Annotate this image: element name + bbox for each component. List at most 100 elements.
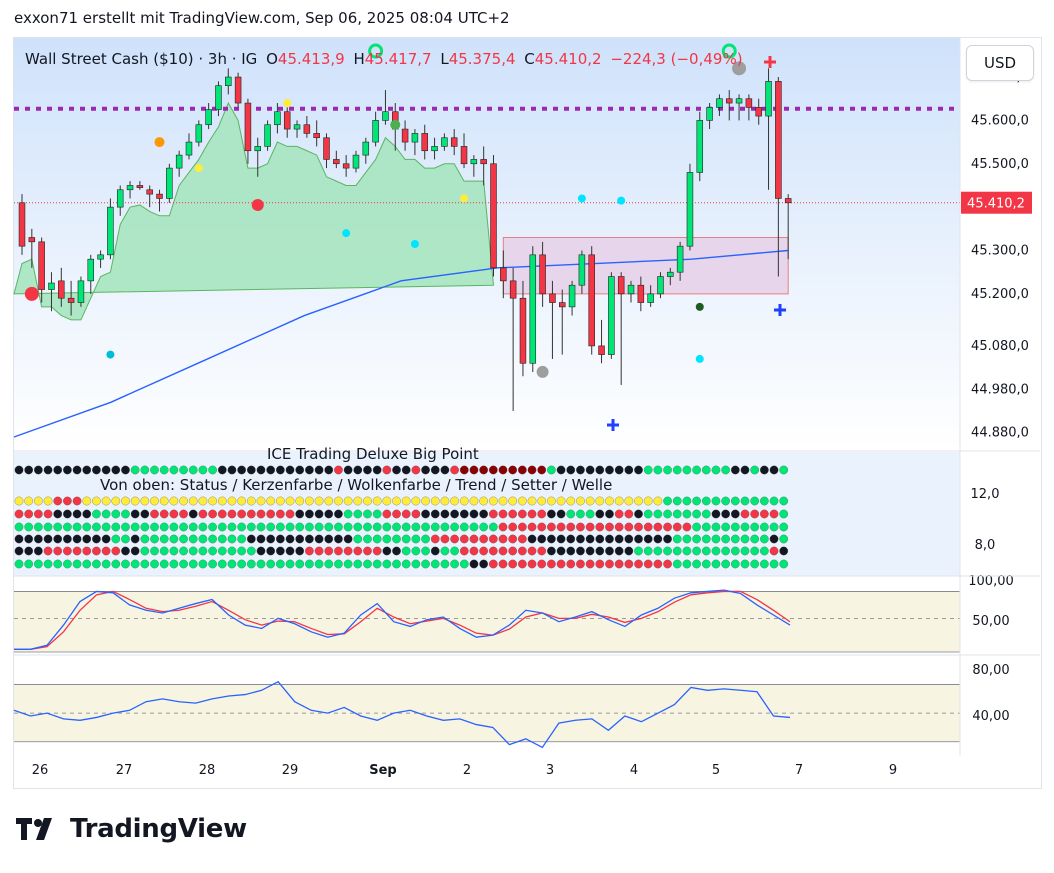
candle-body[interactable] [450, 137, 458, 147]
candle-body[interactable] [362, 141, 370, 156]
candle-body[interactable] [175, 154, 183, 169]
indicator-dot [711, 509, 721, 519]
indicator-dot [518, 509, 527, 519]
candle-body[interactable] [706, 107, 713, 121]
candle-body[interactable] [28, 237, 36, 243]
candle-body[interactable] [509, 280, 517, 299]
candle-body[interactable] [519, 297, 527, 364]
indicator-dot [92, 509, 101, 519]
candle-body[interactable] [745, 98, 753, 108]
candle-body[interactable] [274, 111, 281, 126]
candle-body[interactable] [283, 111, 291, 130]
indicator-dot [653, 496, 663, 506]
candle-body[interactable] [568, 284, 576, 308]
candle-body[interactable] [460, 146, 468, 165]
candle-body[interactable] [333, 159, 340, 165]
candle-body[interactable] [264, 124, 271, 147]
candle-body[interactable] [107, 206, 114, 256]
indicator-dot [643, 522, 653, 532]
candle-body[interactable] [588, 254, 595, 347]
candle-body[interactable] [598, 345, 605, 355]
candle-body[interactable] [234, 76, 242, 104]
candle-body[interactable] [676, 245, 684, 273]
candle-body[interactable] [696, 120, 704, 173]
candle-body[interactable] [67, 297, 75, 303]
candle-body[interactable] [627, 284, 635, 295]
candle-body[interactable] [411, 133, 419, 143]
candle-body[interactable] [647, 293, 654, 303]
candle-body[interactable] [725, 98, 733, 104]
indicator-dot [576, 522, 585, 532]
candle-body[interactable] [765, 81, 772, 117]
candle-body[interactable] [195, 124, 203, 143]
candle-body[interactable] [48, 282, 55, 290]
candle-body[interactable] [38, 241, 45, 290]
candle-body[interactable] [77, 280, 85, 303]
candle-body[interactable] [215, 85, 222, 110]
candle-body[interactable] [244, 102, 252, 152]
indicator-dot [605, 534, 614, 544]
candle-body[interactable] [784, 198, 792, 204]
indicator-dot [53, 546, 63, 556]
candle-body[interactable] [293, 124, 301, 130]
candle-body[interactable] [323, 137, 330, 160]
candle-body[interactable] [97, 254, 104, 260]
candle-body[interactable] [342, 163, 350, 169]
candle-body[interactable] [18, 202, 26, 247]
candle-body[interactable] [303, 124, 311, 134]
candle-body[interactable] [254, 146, 261, 152]
candle-body[interactable] [559, 302, 566, 308]
open-label: O [266, 50, 278, 68]
candle-body[interactable] [205, 109, 212, 126]
candle-body[interactable] [657, 276, 664, 295]
tradingview-logo[interactable]: TradingView [16, 814, 247, 844]
candle-body[interactable] [549, 293, 556, 303]
candle-body[interactable] [382, 111, 389, 121]
indicator-dot [305, 522, 314, 532]
indicator-dot [334, 534, 343, 544]
candle-body[interactable] [500, 267, 507, 282]
candle-body[interactable] [116, 189, 124, 208]
candle-body[interactable] [372, 120, 379, 143]
candle-body[interactable] [146, 189, 153, 195]
candle-body[interactable] [126, 185, 134, 191]
candle-body[interactable] [431, 146, 438, 152]
candle-body[interactable] [58, 280, 65, 299]
candle-body[interactable] [225, 76, 232, 87]
indicator-dot [314, 546, 324, 556]
candle-body[interactable] [185, 141, 193, 156]
indicator-dot [576, 496, 585, 506]
candle-body[interactable] [608, 276, 615, 355]
candle-body[interactable] [637, 284, 645, 303]
candle-body[interactable] [421, 133, 428, 152]
candle-body[interactable] [401, 128, 409, 143]
candle-body[interactable] [716, 98, 723, 108]
indicator-dot [750, 522, 760, 532]
candle-body[interactable] [87, 258, 95, 282]
candle-body[interactable] [529, 254, 537, 364]
candle-body[interactable] [470, 159, 478, 165]
candle-body[interactable] [667, 271, 674, 277]
candle-body[interactable] [735, 98, 743, 104]
candle-body[interactable] [166, 167, 173, 199]
candle-body[interactable] [156, 193, 163, 199]
currency-button[interactable]: USD [966, 45, 1034, 81]
candle-body[interactable] [775, 81, 782, 199]
candle-body[interactable] [539, 254, 546, 295]
indicator-dot [266, 522, 276, 532]
candle-body[interactable] [313, 133, 320, 139]
indicator-dot [672, 559, 682, 569]
indicator-dot [556, 534, 566, 544]
candle-body[interactable] [755, 107, 762, 117]
candle-body[interactable] [441, 137, 448, 147]
candle-body[interactable] [352, 154, 360, 169]
indicator-dot [556, 522, 566, 532]
candle-body[interactable] [617, 276, 625, 295]
candle-body[interactable] [480, 159, 487, 165]
candle-body[interactable] [578, 254, 586, 286]
candle-body[interactable] [686, 172, 694, 247]
candle-body[interactable] [490, 163, 497, 269]
candle-body[interactable] [136, 185, 144, 188]
indicator-dot [721, 559, 730, 569]
